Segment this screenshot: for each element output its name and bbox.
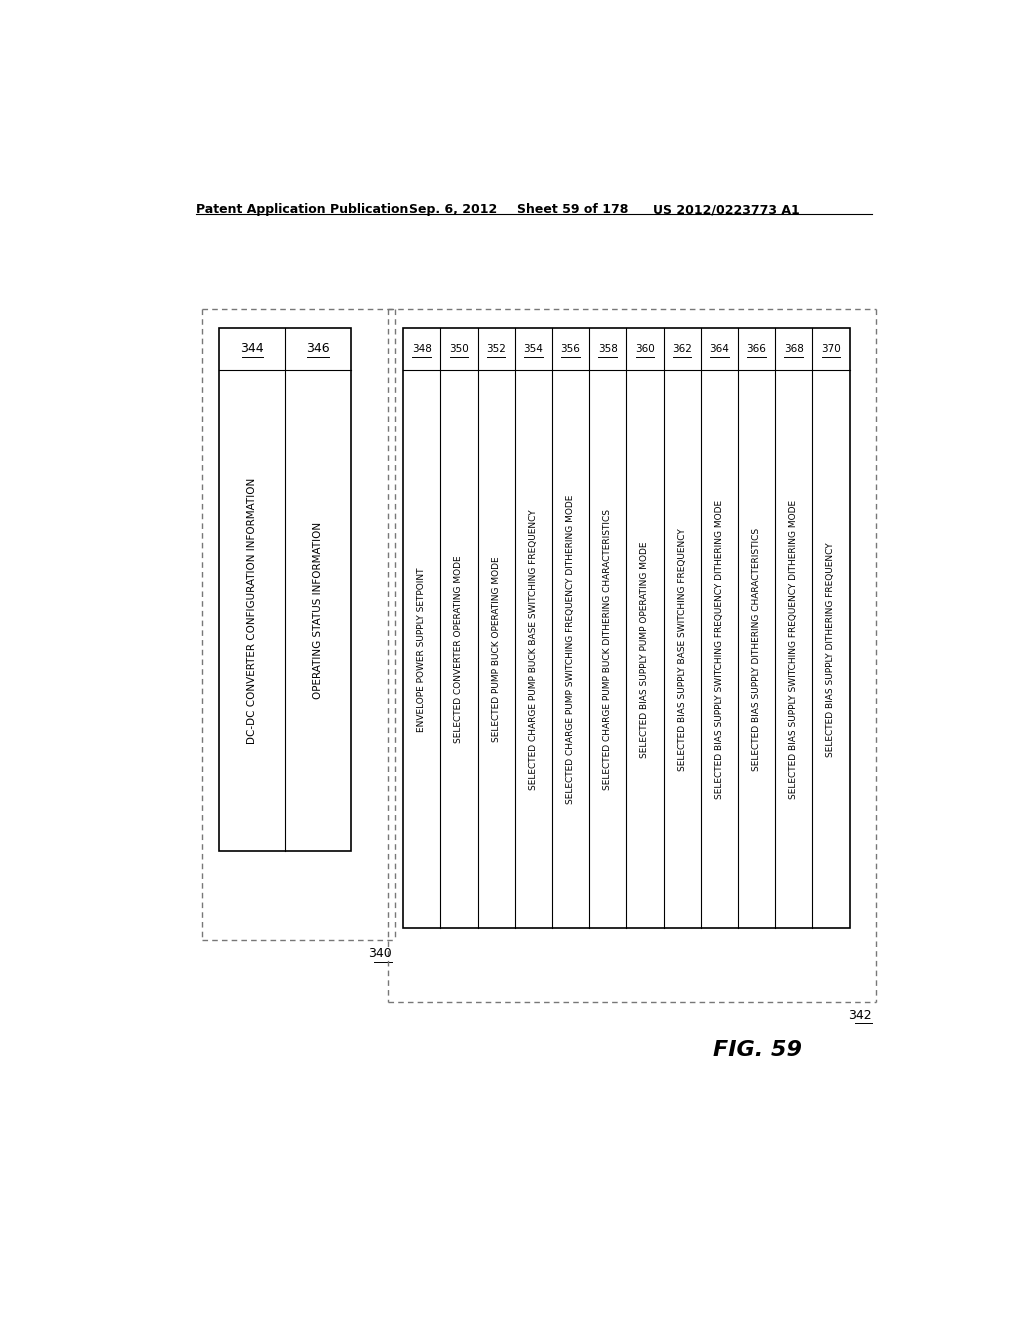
Bar xyxy=(403,327,850,928)
Text: DC-DC CONVERTER CONFIGURATION INFORMATION: DC-DC CONVERTER CONFIGURATION INFORMATIO… xyxy=(248,478,257,744)
Bar xyxy=(219,327,351,851)
Text: 356: 356 xyxy=(560,345,581,354)
Text: OPERATING STATUS INFORMATION: OPERATING STATUS INFORMATION xyxy=(313,523,324,700)
Text: 340: 340 xyxy=(368,948,391,961)
Text: Sep. 6, 2012: Sep. 6, 2012 xyxy=(409,203,497,216)
Text: SELECTED BIAS SUPPLY SWITCHING FREQUENCY DITHERING MODE: SELECTED BIAS SUPPLY SWITCHING FREQUENCY… xyxy=(715,500,724,799)
Text: Patent Application Publication: Patent Application Publication xyxy=(197,203,409,216)
Text: 352: 352 xyxy=(486,345,506,354)
Text: SELECTED CHARGE PUMP BUCK DITHERING CHARACTERISTICS: SELECTED CHARGE PUMP BUCK DITHERING CHAR… xyxy=(603,508,612,789)
Text: SELECTED PUMP BUCK OPERATING MODE: SELECTED PUMP BUCK OPERATING MODE xyxy=(492,557,501,742)
Text: SELECTED CHARGE PUMP BUCK BASE SWITCHING FREQUENCY: SELECTED CHARGE PUMP BUCK BASE SWITCHING… xyxy=(528,510,538,789)
Text: SELECTED BIAS SUPPLY SWITCHING FREQUENCY DITHERING MODE: SELECTED BIAS SUPPLY SWITCHING FREQUENCY… xyxy=(790,500,799,799)
Text: US 2012/0223773 A1: US 2012/0223773 A1 xyxy=(652,203,800,216)
Text: 354: 354 xyxy=(523,345,544,354)
Text: 364: 364 xyxy=(710,345,729,354)
Text: 342: 342 xyxy=(848,1008,872,1022)
Text: SELECTED BIAS SUPPLY PUMP OPERATING MODE: SELECTED BIAS SUPPLY PUMP OPERATING MODE xyxy=(640,541,649,758)
Text: 344: 344 xyxy=(241,342,264,355)
Text: SELECTED CONVERTER OPERATING MODE: SELECTED CONVERTER OPERATING MODE xyxy=(455,556,464,743)
Text: ENVELOPE POWER SUPPLY SETPOINT: ENVELOPE POWER SUPPLY SETPOINT xyxy=(417,568,426,731)
Text: SELECTED BIAS SUPPLY DITHERING CHARACTERISTICS: SELECTED BIAS SUPPLY DITHERING CHARACTER… xyxy=(752,528,761,771)
Text: Sheet 59 of 178: Sheet 59 of 178 xyxy=(517,203,629,216)
Text: 358: 358 xyxy=(598,345,617,354)
Text: 370: 370 xyxy=(821,345,841,354)
Text: 346: 346 xyxy=(306,342,330,355)
Text: FIG. 59: FIG. 59 xyxy=(713,1040,802,1060)
Text: SELECTED CHARGE PUMP SWITCHING FREQUENCY DITHERING MODE: SELECTED CHARGE PUMP SWITCHING FREQUENCY… xyxy=(566,495,575,804)
Text: 362: 362 xyxy=(672,345,692,354)
Text: SELECTED BIAS SUPPLY DITHERING FREQUENCY: SELECTED BIAS SUPPLY DITHERING FREQUENCY xyxy=(826,543,836,756)
Text: 360: 360 xyxy=(635,345,654,354)
Text: 368: 368 xyxy=(783,345,804,354)
Text: 348: 348 xyxy=(412,345,432,354)
Text: 366: 366 xyxy=(746,345,766,354)
Text: 350: 350 xyxy=(450,345,469,354)
Text: SELECTED BIAS SUPPLY BASE SWITCHING FREQUENCY: SELECTED BIAS SUPPLY BASE SWITCHING FREQ… xyxy=(678,528,687,771)
